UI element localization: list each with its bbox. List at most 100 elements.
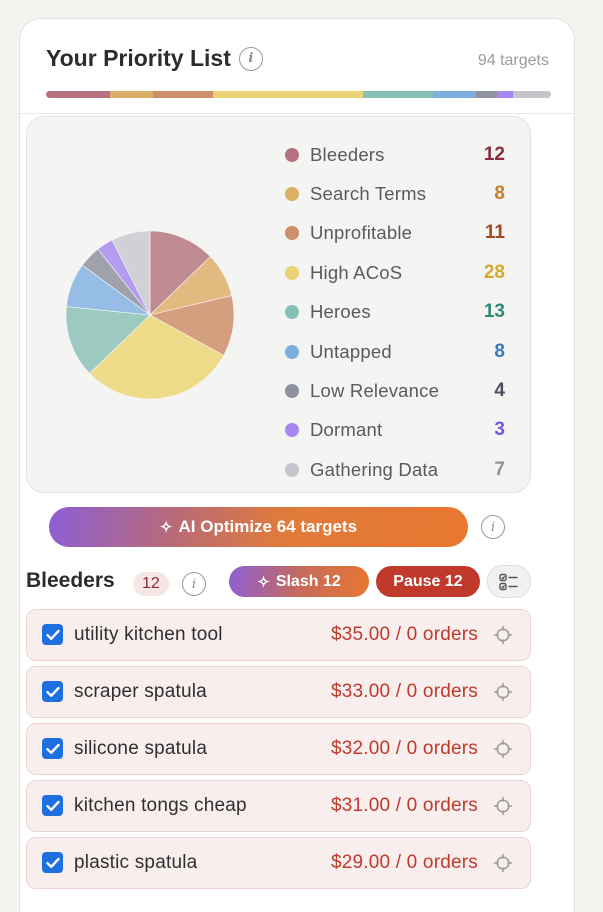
row-checkbox[interactable] <box>42 738 63 759</box>
page-title-text: Your Priority List <box>46 45 231 71</box>
page-title: Your Priority List i <box>46 45 263 72</box>
progress-segment <box>475 91 498 98</box>
pie-slice[interactable] <box>65 306 151 374</box>
card-header: Your Priority List i 94 targets <box>20 19 574 114</box>
pie-slice[interactable] <box>149 230 211 316</box>
list-item[interactable]: scraper spatula $33.00 / 0 orders <box>26 666 531 718</box>
row-checkbox[interactable] <box>42 681 63 702</box>
legend-label: Gathering Data <box>310 458 439 480</box>
row-label: scraper spatula <box>74 681 207 702</box>
pie-slice[interactable] <box>149 295 235 356</box>
pie-slice[interactable] <box>89 314 225 400</box>
progress-segment <box>432 91 476 98</box>
crosshair-icon[interactable] <box>493 853 513 873</box>
checkmark-icon <box>45 743 60 754</box>
legend-label: Low Relevance <box>310 380 440 402</box>
legend-dot <box>285 226 299 241</box>
legend-item[interactable]: Search Terms 8 <box>285 174 505 213</box>
list-item[interactable]: plastic spatula $29.00 / 0 orders <box>26 837 531 889</box>
sparkle-icon: ✧ <box>159 519 173 536</box>
ai-info-icon[interactable]: i <box>481 515 505 539</box>
list-item[interactable]: silicone spatula $32.00 / 0 orders <box>26 723 531 775</box>
legend-item[interactable]: Dormant 3 <box>285 411 505 450</box>
legend-label: Bleeders <box>310 143 385 165</box>
pause-label: Pause 12 <box>393 572 463 590</box>
crosshair-icon[interactable] <box>493 682 513 702</box>
legend-item[interactable]: Bleeders 12 <box>285 135 505 174</box>
legend-count: 8 <box>494 183 505 205</box>
checkmark-icon <box>45 800 60 811</box>
info-icon[interactable]: i <box>238 46 263 71</box>
checkmark-icon <box>45 629 60 640</box>
progress-segment <box>212 91 363 98</box>
row-label: silicone spatula <box>74 738 208 759</box>
sparkle-icon: ✧ <box>257 573 270 591</box>
legend-item[interactable]: Low Relevance 4 <box>285 371 505 410</box>
legend-label: Search Terms <box>310 183 427 205</box>
select-list-button[interactable] <box>487 565 531 598</box>
legend-label: High ACoS <box>310 261 403 283</box>
checklist-icon <box>499 573 518 590</box>
legend-dot <box>285 462 299 477</box>
legend-label: Unprofitable <box>310 222 413 244</box>
row-label: utility kitchen tool <box>74 624 223 645</box>
pie-chart <box>65 230 235 400</box>
legend-count: 8 <box>494 340 505 362</box>
crosshair-icon[interactable] <box>493 739 513 759</box>
slash-button[interactable]: ✧ Slash 12 <box>229 566 369 597</box>
legend-count: 4 <box>494 380 505 402</box>
row-label: plastic spatula <box>74 852 198 873</box>
legend-label: Untapped <box>310 340 392 362</box>
legend-count: 11 <box>484 222 505 244</box>
legend-count: 13 <box>483 301 505 323</box>
row-value: $35.00 / 0 orders <box>330 624 478 645</box>
legend-count: 7 <box>494 458 505 480</box>
legend-item[interactable]: Heroes 13 <box>285 293 505 332</box>
legend-item[interactable]: High ACoS 28 <box>285 253 505 292</box>
row-value: $29.00 / 0 orders <box>330 852 478 873</box>
crosshair-icon[interactable] <box>493 796 513 816</box>
legend-count: 3 <box>494 419 505 441</box>
section-title: Bleeders <box>26 569 115 592</box>
row-checkbox[interactable] <box>42 795 63 816</box>
pie-slice[interactable] <box>111 230 151 316</box>
progress-segment <box>362 91 433 98</box>
crosshair-icon[interactable] <box>493 625 513 645</box>
category-progress-bar <box>46 91 551 98</box>
slash-label: Slash 12 <box>275 572 341 590</box>
progress-segment <box>513 91 551 98</box>
list-item[interactable]: utility kitchen tool $35.00 / 0 orders <box>26 609 531 661</box>
legend-dot <box>285 187 299 202</box>
row-checkbox[interactable] <box>42 624 63 645</box>
legend-item[interactable]: Unprofitable 11 <box>285 214 505 253</box>
legend: Bleeders 12 Search Terms 8 Unprofitable 11 Hig… <box>285 135 505 490</box>
pause-button[interactable]: Pause 12 <box>376 566 480 597</box>
legend-dot <box>285 344 299 359</box>
list-item[interactable]: kitchen tongs cheap $31.00 / 0 orders <box>26 780 531 832</box>
bleeders-list: utility kitchen tool $35.00 / 0 orders s… <box>26 609 531 894</box>
legend-dot <box>285 384 299 399</box>
row-label: kitchen tongs cheap <box>74 795 247 816</box>
row-value: $32.00 / 0 orders <box>330 738 478 759</box>
legend-dot <box>285 423 299 438</box>
legend-item[interactable]: Untapped 8 <box>285 332 505 371</box>
legend-dot <box>285 265 299 280</box>
target-count: 94 targets <box>477 52 549 69</box>
checkmark-icon <box>45 857 60 868</box>
row-checkbox[interactable] <box>42 852 63 873</box>
legend-item[interactable]: Gathering Data 7 <box>285 450 505 489</box>
row-value: $33.00 / 0 orders <box>330 681 478 702</box>
checkmark-icon <box>45 686 60 697</box>
progress-segment <box>46 91 111 98</box>
legend-label: Heroes <box>310 301 371 323</box>
ai-optimize-label: AI Optimize 64 targets <box>178 517 358 536</box>
legend-dot <box>285 147 299 162</box>
progress-segment <box>110 91 154 98</box>
progress-segment <box>153 91 213 98</box>
ai-optimize-button[interactable]: ✧ AI Optimize 64 targets <box>49 507 468 547</box>
progress-segment <box>497 91 514 98</box>
section-info-icon[interactable]: i <box>182 572 206 596</box>
legend-count: 12 <box>483 143 505 165</box>
pie-panel: Bleeders 12 Search Terms 8 Unprofitable 11 Hig… <box>26 116 531 493</box>
legend-label: Dormant <box>310 419 383 441</box>
